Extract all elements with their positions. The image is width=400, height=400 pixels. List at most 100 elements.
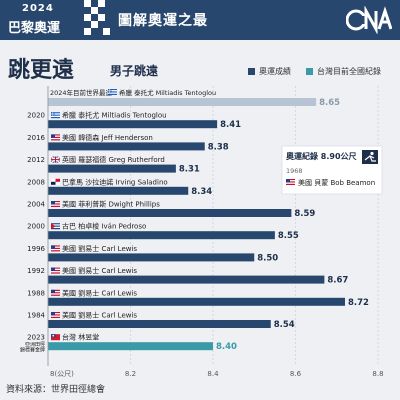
legend-item-olympic: 奧運成績 — [248, 66, 291, 77]
row-year-label: 2024年目前世界最遠 — [50, 88, 113, 97]
bar-2000 — [48, 231, 275, 240]
bar-value-label: 8.41 — [220, 120, 241, 130]
bar-2023 — [48, 342, 213, 351]
bar-value-label: 8.38 — [208, 142, 229, 152]
usa-flag-icon — [51, 312, 60, 318]
athlete-label: 美國 劉易士 Carl Lewis — [62, 244, 137, 253]
bar-value-label: 8.72 — [348, 298, 369, 308]
bar-2016 — [48, 142, 205, 151]
athlete-label: 希臘 泰托尤 Miltiadis Tentoglou — [119, 88, 216, 97]
bar-value-label: 8.54 — [274, 320, 295, 330]
bar-row: 8.54 1984 美國 劉易士 Carl Lewis — [27, 311, 295, 331]
bar-value-label: 8.40 — [216, 342, 237, 352]
long-jumper-icon — [362, 150, 378, 164]
bar-row: 8.55 2000 古巴 柏卓梭 Iván Pedroso — [27, 222, 299, 242]
row-year-label: 1988 — [27, 289, 45, 297]
bar-1984 — [48, 320, 271, 328]
record-title: 奧運紀錄 8.90公尺 — [285, 151, 357, 161]
row-year-label: 2023 — [27, 334, 45, 342]
header-title: 圖解奧運之最 — [118, 13, 208, 29]
record-year: 1968 — [286, 167, 303, 175]
bar-2008 — [48, 186, 189, 195]
bar-1988 — [48, 297, 345, 306]
bar-row: 8.67 1992 美國 劉易士 Carl Lewis — [27, 266, 348, 286]
athlete-label: 古巴 柏卓梭 Iván Pedroso — [62, 222, 146, 231]
row-year-label: 2008 — [27, 178, 45, 186]
bar-row: 8.65 2024年目前世界最遠 希臘 泰托尤 Miltiadis Tentoglo… — [48, 88, 340, 108]
logo-year: 2024 — [22, 3, 54, 14]
bar-2012 — [48, 164, 176, 173]
bar-2004 — [48, 209, 292, 217]
row-year-label: 2016 — [27, 134, 45, 142]
row-year-label: 2020 — [27, 112, 45, 120]
legend-item-taiwan: 台灣目前全國紀錄 — [306, 66, 381, 77]
bar-value-label: 8.34 — [191, 187, 212, 197]
panama-flag-icon — [51, 178, 60, 185]
athlete-label: 美國 菲利普斯 Dwight Phillips — [62, 200, 160, 209]
x-tick-label: 8.4 — [207, 370, 219, 378]
bar-1992 — [48, 275, 325, 284]
chart-subtitle: 男子跳遠 — [110, 64, 159, 78]
cna-logo — [346, 6, 392, 34]
row-year-label: 2012 — [27, 156, 45, 164]
row-year-label: 2004 — [27, 201, 45, 209]
row-year-label: 1984 — [27, 312, 45, 320]
bar-row: 8.59 2004 美國 菲利普斯 Dwight Phillips — [27, 200, 315, 220]
bar-value-label: 8.50 — [257, 253, 278, 263]
chart-title: 跳更遠 — [8, 57, 75, 83]
usa-flag-icon — [51, 134, 60, 141]
bar-value-label: 8.55 — [278, 231, 299, 241]
usa-flag-icon — [51, 267, 60, 274]
athlete-label: 希臘 泰托尤 Miltiadis Tentoglou — [62, 111, 167, 120]
row-year-label: 2000 — [27, 223, 45, 231]
logo-text: 巴黎奧運 — [8, 21, 61, 36]
athlete-label: 美國 韓德森 Jeff Henderson — [62, 133, 153, 142]
greece-flag-icon — [108, 89, 117, 95]
header-banner: 2024 巴黎奧運 圖解奧運之最 — [0, 0, 400, 40]
legend-label-olympic: 奧運成績 — [259, 67, 291, 76]
legend-label-taiwan: 台灣目前全國紀錄 — [317, 67, 381, 76]
athlete-label: 美國 劉易士 Carl Lewis — [62, 311, 137, 320]
usa-flag-icon — [51, 201, 60, 207]
bar-row: 8.38 2016 美國 韓德森 Jeff Henderson — [27, 133, 229, 153]
bar-2024年目前世界最遠 — [48, 98, 317, 106]
record-athlete: 美國 貝蒙 Bob Beamon — [298, 178, 375, 187]
legend-swatch-olympic — [248, 68, 255, 75]
bar-value-label: 8.31 — [179, 165, 200, 175]
bar-row: 8.72 1988 美國 劉易士 Carl Lewis — [27, 288, 369, 308]
uk-flag-icon — [50, 156, 61, 164]
bar-row: 8.50 1996 美國 劉易士 Carl Lewis — [27, 244, 278, 264]
row-year-note: 亞洲田徑 — [25, 341, 45, 348]
bar-row: 8.41 2020 希臘 泰托尤 Miltiadis Tentoglou — [27, 111, 241, 131]
row-year-note: 錦標賽金牌 — [20, 347, 45, 354]
legend-swatch-taiwan — [306, 68, 313, 75]
athlete-label: 台灣 林昱堂 — [62, 333, 99, 342]
athlete-label: 美國 劉易士 Carl Lewis — [62, 266, 137, 275]
checker-pattern-icon — [84, 0, 110, 35]
bar-row: 8.31 2012 英國 羅瑟福德 Greg Rutherford — [27, 155, 200, 175]
bar-value-label: 8.67 — [327, 276, 348, 286]
x-tick-label: 8.6 — [290, 370, 302, 378]
greece-flag-icon — [51, 112, 60, 119]
athlete-label: 美國 劉易士 Carl Lewis — [62, 288, 137, 297]
usa-flag-icon — [51, 289, 60, 296]
source-note: 資料來源：世界田徑總會 — [6, 385, 106, 395]
cuba-flag-icon — [51, 223, 60, 230]
athlete-label: 巴拿馬 沙拉迪諾 Irving Saladino — [62, 177, 168, 186]
usa-flag-icon — [51, 245, 60, 252]
bar-value-label: 8.59 — [294, 209, 315, 219]
bar-row: 8.34 2008 巴拿馬 沙拉迪諾 Irving Saladino — [27, 177, 212, 197]
bar-value-label: 8.65 — [319, 98, 340, 108]
row-year-label: 1992 — [27, 267, 45, 275]
bar-1996 — [48, 253, 255, 262]
paris-2024-logo: 2024 巴黎奧運 — [6, 3, 84, 37]
x-tick-label: 8(公尺) — [50, 370, 74, 378]
bar-2020 — [48, 120, 218, 129]
x-tick-label: 8.8 — [372, 370, 383, 378]
athlete-label: 英國 羅瑟福德 Greg Rutherford — [62, 155, 165, 164]
usa-flag-icon — [286, 179, 295, 185]
row-year-label: 1996 — [27, 245, 45, 253]
x-tick-label: 8.2 — [125, 370, 136, 378]
